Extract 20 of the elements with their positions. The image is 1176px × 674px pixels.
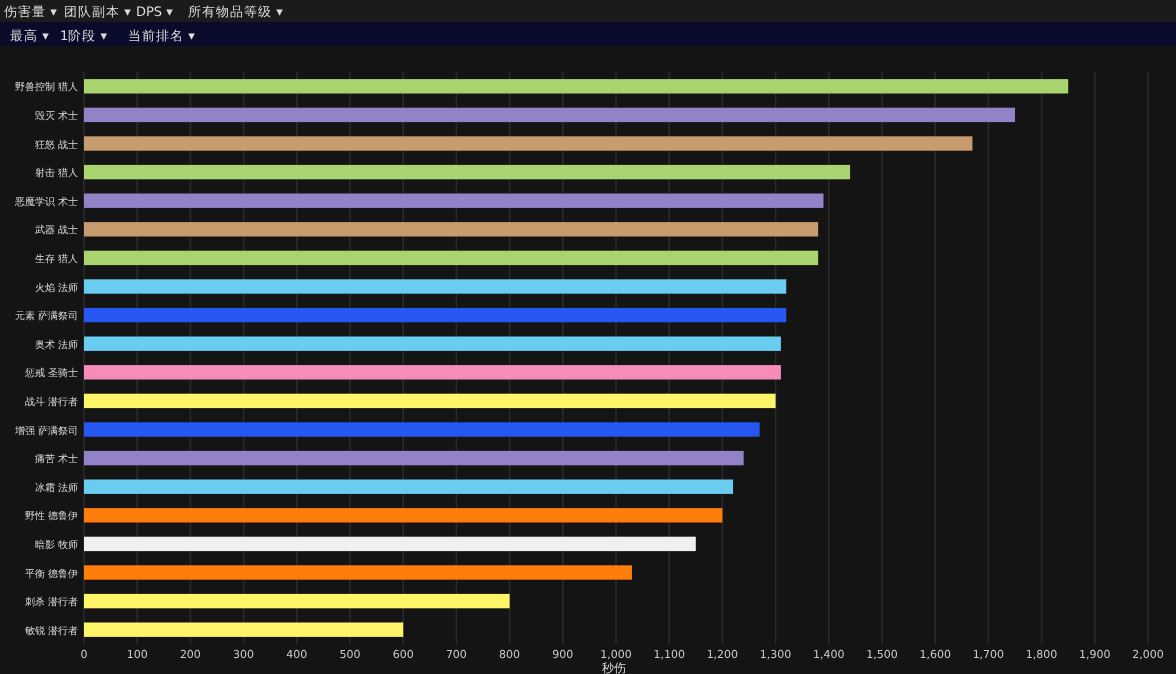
bar (84, 450, 744, 466)
bar (84, 307, 787, 323)
bar (84, 279, 787, 294)
bar (84, 593, 510, 609)
bar (84, 622, 404, 637)
bar (84, 193, 824, 208)
bar (84, 536, 696, 552)
bar (84, 365, 781, 380)
bar (84, 79, 1069, 94)
bar (84, 336, 781, 351)
bar (84, 565, 632, 580)
bar (84, 422, 760, 437)
bar (84, 393, 776, 409)
bar (84, 479, 734, 494)
bar (84, 107, 1015, 123)
bar (84, 508, 723, 523)
bar (84, 222, 819, 237)
bar (84, 250, 819, 266)
bar (84, 136, 973, 151)
bar (84, 164, 851, 180)
